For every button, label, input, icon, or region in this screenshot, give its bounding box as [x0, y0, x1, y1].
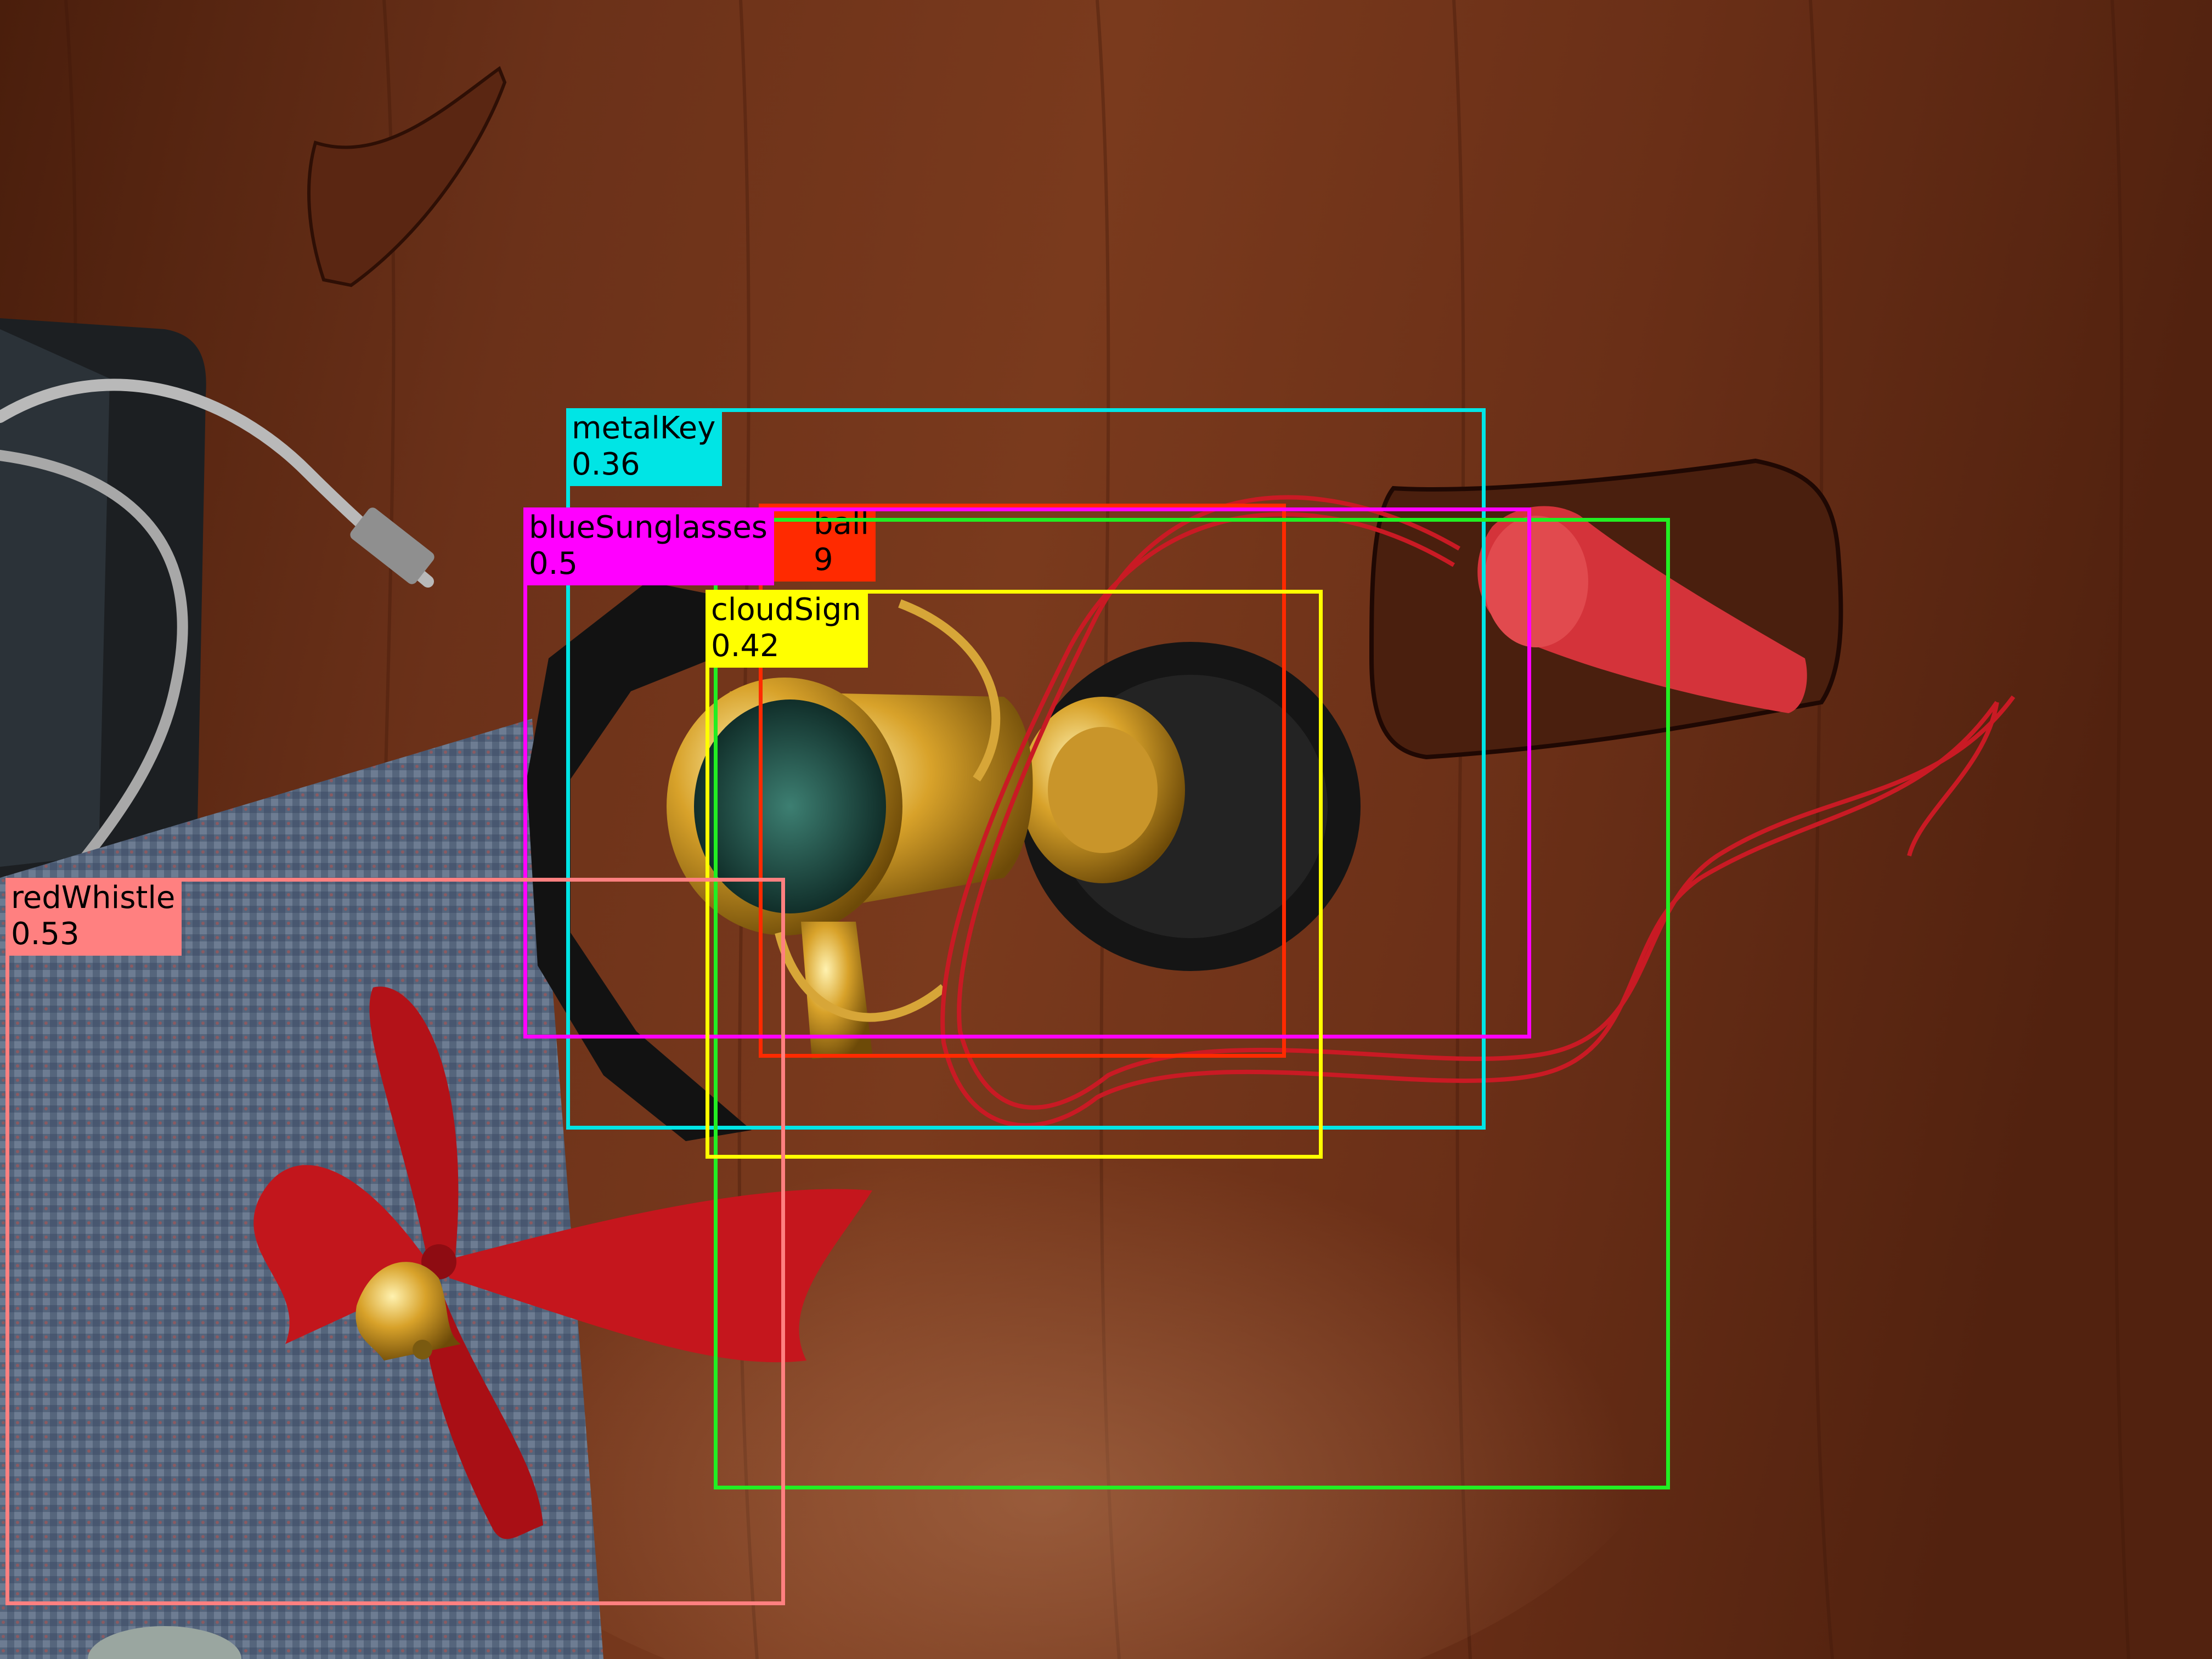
detection-box-redwhistle: redWhistle 0.53	[5, 878, 785, 1605]
detection-label-redwhistle: redWhistle 0.53	[5, 878, 182, 956]
detection-class: blueSunglasses	[529, 510, 768, 545]
detection-score: 0.42	[711, 628, 780, 664]
detection-label-cloudsign: cloudSign 0.42	[706, 590, 868, 668]
detection-score: 0.53	[11, 916, 80, 952]
wooden-sign-top	[307, 66, 507, 287]
detection-label-metalkey: metalKey 0.36	[566, 408, 723, 486]
detection-label-bluesunglasses: blueSunglasses 0.5	[523, 507, 774, 585]
corner-object	[88, 1626, 241, 1659]
detection-box-cloudsign: cloudSign 0.42	[706, 590, 1323, 1159]
detection-score: 0.5	[529, 546, 578, 582]
detection-class: metalKey	[572, 410, 716, 446]
detection-box-ball: ball 9	[759, 504, 1286, 1058]
detection-box-metalkey: metalKey 0.36	[566, 408, 1486, 1130]
detection-class: redWhistle	[11, 880, 176, 916]
black-sunglasses	[527, 582, 752, 1141]
detection-box-bluesunglasses: blueSunglasses 0.5	[523, 507, 1531, 1039]
red-whistle	[1477, 506, 1807, 713]
red-bow	[253, 986, 872, 1539]
detection-score: 9	[814, 542, 833, 578]
detection-label-ball: ball 9	[759, 504, 876, 582]
detection-score: 0.36	[572, 447, 640, 482]
red-lanyard	[940, 495, 2016, 1128]
gold-trophy	[667, 599, 1361, 1059]
detection-box-green	[714, 518, 1670, 1489]
detection-class: ball	[814, 506, 869, 541]
gold-bell	[356, 1262, 461, 1361]
detection-class: cloudSign	[711, 592, 861, 628]
